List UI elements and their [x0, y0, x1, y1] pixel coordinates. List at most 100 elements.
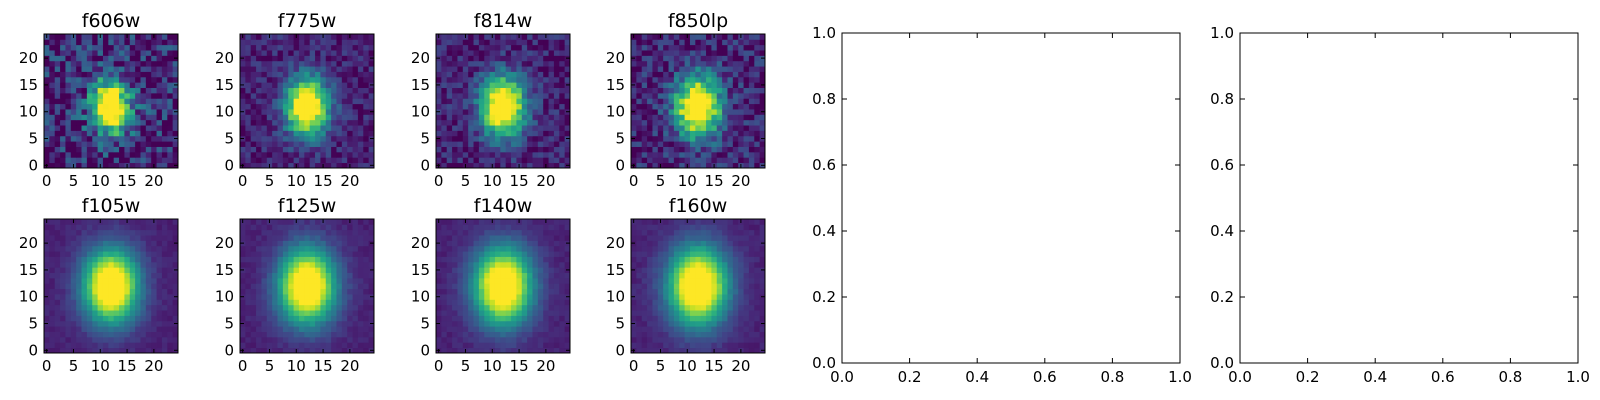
image-pixel [76, 92, 82, 99]
image-pixel [516, 256, 523, 263]
image-pixel [272, 320, 278, 327]
image-pixel [722, 320, 728, 327]
image-pixel [706, 71, 712, 78]
image-pixel [81, 277, 88, 284]
image-pixel [743, 310, 750, 316]
image-pixel [145, 240, 152, 247]
image-pixel [108, 299, 115, 306]
image-pixel [277, 76, 284, 83]
image-pixel [468, 34, 474, 40]
image-pixel [277, 240, 284, 247]
image-pixel [636, 135, 643, 142]
image-pixel [124, 235, 131, 241]
image-pixel [92, 71, 98, 78]
image-pixel [113, 82, 120, 88]
image-pixel [652, 119, 659, 126]
image-pixel [679, 157, 685, 164]
image-pixel [553, 240, 560, 247]
image-pixel [81, 34, 88, 40]
image-pixel [341, 320, 348, 327]
image-pixel [331, 342, 337, 349]
image-pixel [92, 315, 98, 322]
image-pixel [320, 151, 327, 158]
image-pixel [695, 60, 702, 67]
image-pixel [462, 256, 469, 263]
image-pixel [521, 55, 528, 62]
image-pixel [636, 76, 643, 83]
image-pixel [446, 240, 453, 247]
image-pixel [711, 130, 718, 137]
image-pixel [325, 76, 332, 83]
image-pixel [722, 146, 728, 153]
image-pixel [102, 130, 109, 137]
image-pixel [145, 119, 152, 126]
image-pixel [484, 135, 490, 142]
image-pixel [172, 261, 179, 268]
image-pixel [527, 151, 533, 158]
image-pixel [113, 320, 120, 327]
image-pixel [647, 141, 653, 147]
image-pixel [748, 277, 755, 284]
image-pixel [695, 146, 702, 153]
image-pixel [652, 39, 659, 46]
image-pixel [320, 261, 327, 268]
image-pixel [315, 310, 321, 316]
image-pixel [689, 331, 696, 338]
image-pixel [250, 283, 257, 290]
image-pixel [559, 50, 566, 56]
image-pixel [325, 114, 332, 121]
image-pixel [357, 272, 364, 279]
image-pixel [673, 157, 680, 164]
image-pixel [49, 267, 56, 273]
image-pixel [135, 331, 141, 338]
image-pixel [516, 283, 523, 290]
image-pixel [636, 50, 643, 56]
image-pixel [113, 146, 120, 153]
image-pixel [325, 342, 332, 349]
image-pixel [81, 130, 88, 137]
image-pixel [732, 157, 739, 164]
image-pixel [49, 50, 56, 56]
image-pixel [277, 320, 284, 327]
image-pixel [315, 82, 321, 88]
image-pixel [706, 92, 712, 99]
image-pixel [113, 256, 120, 263]
image-pixel [250, 125, 257, 131]
image-pixel [689, 92, 696, 99]
image-pixel [240, 50, 246, 56]
image-pixel [277, 245, 284, 252]
image-pixel [484, 336, 490, 343]
image-pixel [473, 44, 480, 51]
image-pixel [92, 272, 98, 279]
image-pixel [706, 135, 712, 142]
image-pixel [489, 288, 496, 295]
image-pixel [341, 125, 348, 131]
image-pixel [70, 66, 77, 72]
image-pixel [363, 50, 370, 56]
image-pixel [521, 219, 528, 225]
image-pixel [272, 119, 278, 126]
image-pixel [129, 71, 136, 78]
image-pixel [145, 66, 152, 72]
image-pixel [695, 315, 702, 322]
image-pixel [537, 98, 544, 105]
image-pixel [748, 162, 755, 169]
image-pixel [315, 277, 321, 284]
image-pixel [156, 130, 163, 137]
image-pixel [315, 103, 321, 110]
image-pixel [309, 320, 316, 327]
image-pixel [119, 50, 125, 56]
image-pixel [76, 87, 82, 94]
image-pixel [240, 98, 246, 105]
image-pixel [511, 342, 517, 349]
image-pixel [250, 219, 257, 225]
image-pixel [500, 224, 507, 231]
image-pixel [113, 39, 120, 46]
image-pixel [44, 299, 50, 306]
image-pixel [261, 60, 268, 67]
image-pixel [140, 82, 147, 88]
image-pixel [261, 267, 268, 273]
image-pixel [457, 71, 464, 78]
image-pixel [732, 50, 739, 56]
image-pixel [140, 135, 147, 142]
